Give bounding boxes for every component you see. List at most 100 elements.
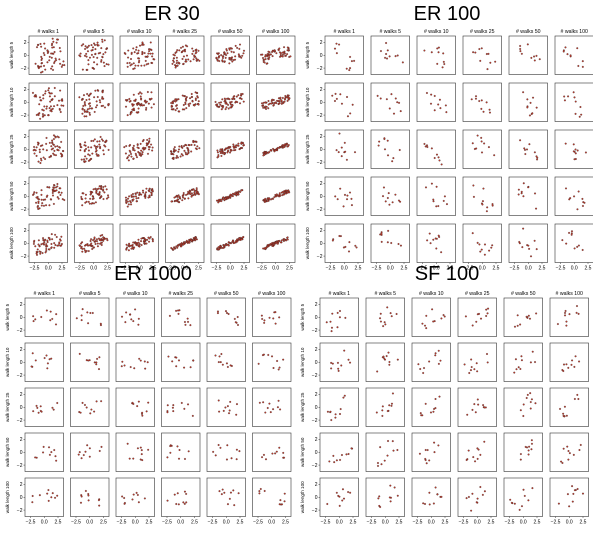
- scatter-point: [229, 149, 232, 152]
- axes-frame: [416, 129, 456, 169]
- scatter-point: [32, 315, 35, 318]
- scatter-point: [89, 312, 92, 314]
- scatter-point: [584, 151, 587, 154]
- scatter-point: [218, 55, 221, 58]
- scatter-point: [257, 362, 260, 365]
- scatter-point: [223, 51, 226, 54]
- scatter-point: [84, 244, 86, 247]
- column-title: # walks 25: [172, 29, 197, 35]
- scatter-point: [574, 148, 577, 151]
- scatter-point: [96, 245, 99, 248]
- row-label: walk length 100: [305, 227, 310, 259]
- scatter-point: [401, 61, 404, 64]
- scatter-point: [237, 94, 240, 97]
- axes-frame: [365, 387, 405, 427]
- column-title: # walks 100: [258, 291, 286, 297]
- scatter-point: [338, 316, 341, 319]
- scatter-point: [217, 444, 220, 446]
- scatter-point: [582, 492, 584, 495]
- scatter-point: [430, 93, 433, 96]
- scatter-point: [137, 107, 140, 110]
- subplot: # walks 100: [554, 29, 593, 75]
- scatter-point: [137, 64, 140, 67]
- x-tick-label: 0.0: [341, 266, 348, 272]
- scatter-point: [148, 137, 151, 140]
- scatter-point: [337, 369, 340, 372]
- scatter-point: [334, 47, 336, 50]
- scatter-point: [83, 144, 86, 147]
- scatter-point: [42, 156, 45, 159]
- scatter-point: [349, 361, 352, 364]
- scatter-point: [172, 410, 175, 413]
- scatter-point: [577, 244, 580, 247]
- scatter-point: [55, 313, 58, 316]
- scatter-point: [283, 492, 286, 495]
- scatter-point: [101, 55, 104, 58]
- x-tick-label: 2.5: [195, 266, 202, 272]
- axes-frame: [319, 387, 359, 427]
- scatter-point: [533, 55, 536, 58]
- scatter-point: [274, 241, 277, 244]
- scatter-point: [183, 490, 186, 493]
- scatter-point: [170, 150, 172, 153]
- scatter-point: [93, 144, 96, 147]
- scatter-point: [283, 238, 286, 241]
- scatter-point: [351, 103, 354, 106]
- scatter-point: [102, 186, 105, 189]
- scatter-point: [286, 191, 289, 194]
- scatter-point: [83, 110, 86, 113]
- scatter-point: [96, 140, 99, 143]
- scatter-point: [171, 360, 174, 363]
- scatter-point: [266, 407, 269, 409]
- scatter-point: [568, 452, 571, 455]
- scatter-point: [471, 408, 474, 411]
- scatter-point: [436, 153, 438, 156]
- y-tick-label: −2: [312, 463, 318, 469]
- scatter-point: [185, 60, 188, 63]
- scatter-point: [424, 324, 427, 327]
- scatter-point: [52, 408, 55, 411]
- scatter-point: [281, 97, 284, 99]
- scatter-point: [100, 60, 103, 63]
- scatter-point: [92, 202, 95, 205]
- scatter-point: [43, 105, 46, 108]
- scatter-point: [93, 361, 96, 364]
- scatter-point: [573, 195, 576, 198]
- y-tick-label: 0: [320, 147, 323, 153]
- scatter-point: [386, 139, 389, 142]
- scatter-point: [426, 449, 429, 452]
- scatter-point: [563, 99, 566, 102]
- scatter-point: [166, 404, 169, 407]
- scatter-point: [391, 392, 394, 395]
- scatter-point: [41, 70, 44, 73]
- scatter-point: [465, 497, 468, 500]
- scatter-point: [438, 159, 441, 162]
- scatter-point: [139, 142, 142, 145]
- scatter-point: [349, 491, 352, 494]
- scatter-point: [573, 365, 576, 368]
- scatter-point: [53, 449, 56, 452]
- scatter-point: [95, 363, 98, 366]
- scatter-point: [216, 310, 219, 313]
- scatter-point: [34, 62, 37, 65]
- scatter-point: [330, 419, 333, 422]
- scatter-point: [474, 97, 477, 100]
- scatter-point: [345, 453, 348, 456]
- scatter-point: [143, 147, 146, 150]
- scatter-point: [350, 447, 353, 450]
- scatter-point: [260, 314, 263, 317]
- subplot: [161, 387, 201, 427]
- scatter-point: [267, 107, 270, 110]
- subplot: [370, 129, 410, 169]
- axes-frame: [319, 342, 359, 382]
- axes-frame: [416, 223, 456, 263]
- scatter-point: [36, 46, 38, 49]
- scatter-point: [53, 242, 56, 245]
- scatter-point: [127, 159, 130, 162]
- scatter-point: [377, 144, 380, 147]
- x-tick-label: 2.5: [534, 520, 541, 526]
- scatter-point: [181, 45, 184, 48]
- scatter-point: [434, 398, 437, 400]
- subplot: −2.5 0.0 2.5: [119, 223, 159, 272]
- scatter-point: [102, 198, 105, 201]
